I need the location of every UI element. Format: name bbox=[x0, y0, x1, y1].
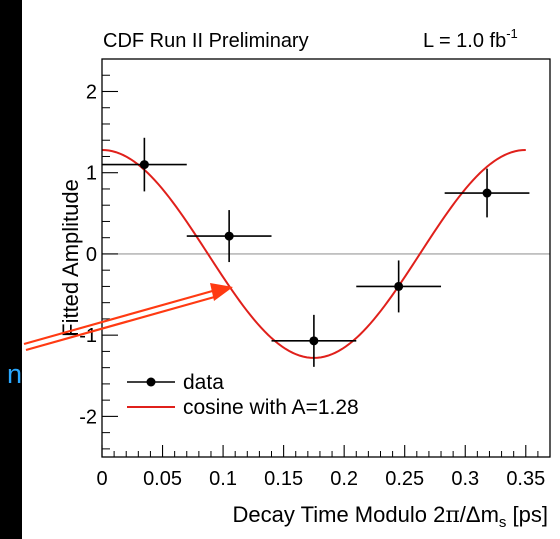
x-tick-label: 0.35 bbox=[506, 468, 545, 490]
x-tick-label: 0.15 bbox=[264, 468, 303, 490]
annotation-arrow bbox=[23, 283, 233, 352]
plot-frame bbox=[101, 58, 551, 458]
x-tick-label: 0.05 bbox=[143, 468, 182, 490]
chart-header-left: CDF Run II Preliminary bbox=[103, 30, 309, 52]
legend-data-label: data bbox=[183, 371, 224, 394]
y-tick-label: 1 bbox=[86, 163, 97, 185]
arrow-shaft-top bbox=[23, 288, 217, 346]
data-marker bbox=[224, 231, 234, 241]
legend-cosine-label: cosine with A=1.28 bbox=[183, 396, 359, 419]
luminosity-base: L = 1.0 fb bbox=[423, 30, 506, 52]
data-marker bbox=[394, 281, 404, 291]
figure-background bbox=[22, 0, 560, 539]
luminosity-sup: -1 bbox=[506, 26, 518, 41]
x-tick-label: 0.3 bbox=[451, 468, 479, 490]
legend-data-marker bbox=[146, 377, 156, 387]
annotation-partial-text: n bbox=[6, 359, 22, 389]
arrow-shaft-bottom bbox=[25, 294, 219, 352]
x-tick-label: 0.2 bbox=[330, 468, 358, 490]
data-marker bbox=[482, 188, 492, 198]
data-point bbox=[186, 210, 272, 263]
data-marker bbox=[139, 160, 149, 170]
x-tick-label: 0 bbox=[96, 468, 107, 490]
legend: data cosine with A=1.28 bbox=[127, 371, 359, 419]
data-point bbox=[271, 314, 357, 367]
x-tick-label: 0.1 bbox=[209, 468, 237, 490]
y-axis-label: Fitted Amplitude bbox=[58, 179, 83, 337]
arrow-head bbox=[210, 283, 233, 301]
y-tick-label: 2 bbox=[86, 81, 97, 103]
data-point bbox=[102, 137, 187, 192]
x-label-mid: /Δm bbox=[460, 502, 499, 527]
x-label-pi: π bbox=[445, 503, 459, 528]
y-tick-label: -2 bbox=[79, 406, 97, 428]
y-tick-label: 0 bbox=[86, 244, 97, 266]
chart-header-right: L = 1.0 fb-1 bbox=[423, 26, 518, 52]
data-point bbox=[356, 260, 442, 313]
data-marker bbox=[309, 336, 319, 346]
x-label-post: [ps] bbox=[506, 502, 548, 527]
x-axis-label: Decay Time Modulo 2π/Δms [ps] bbox=[233, 502, 548, 531]
x-tick-label: 0.25 bbox=[385, 468, 424, 490]
x-label-pre: Decay Time Modulo 2 bbox=[233, 502, 446, 527]
x-label-sub: s bbox=[499, 514, 507, 531]
data-point bbox=[444, 168, 530, 218]
